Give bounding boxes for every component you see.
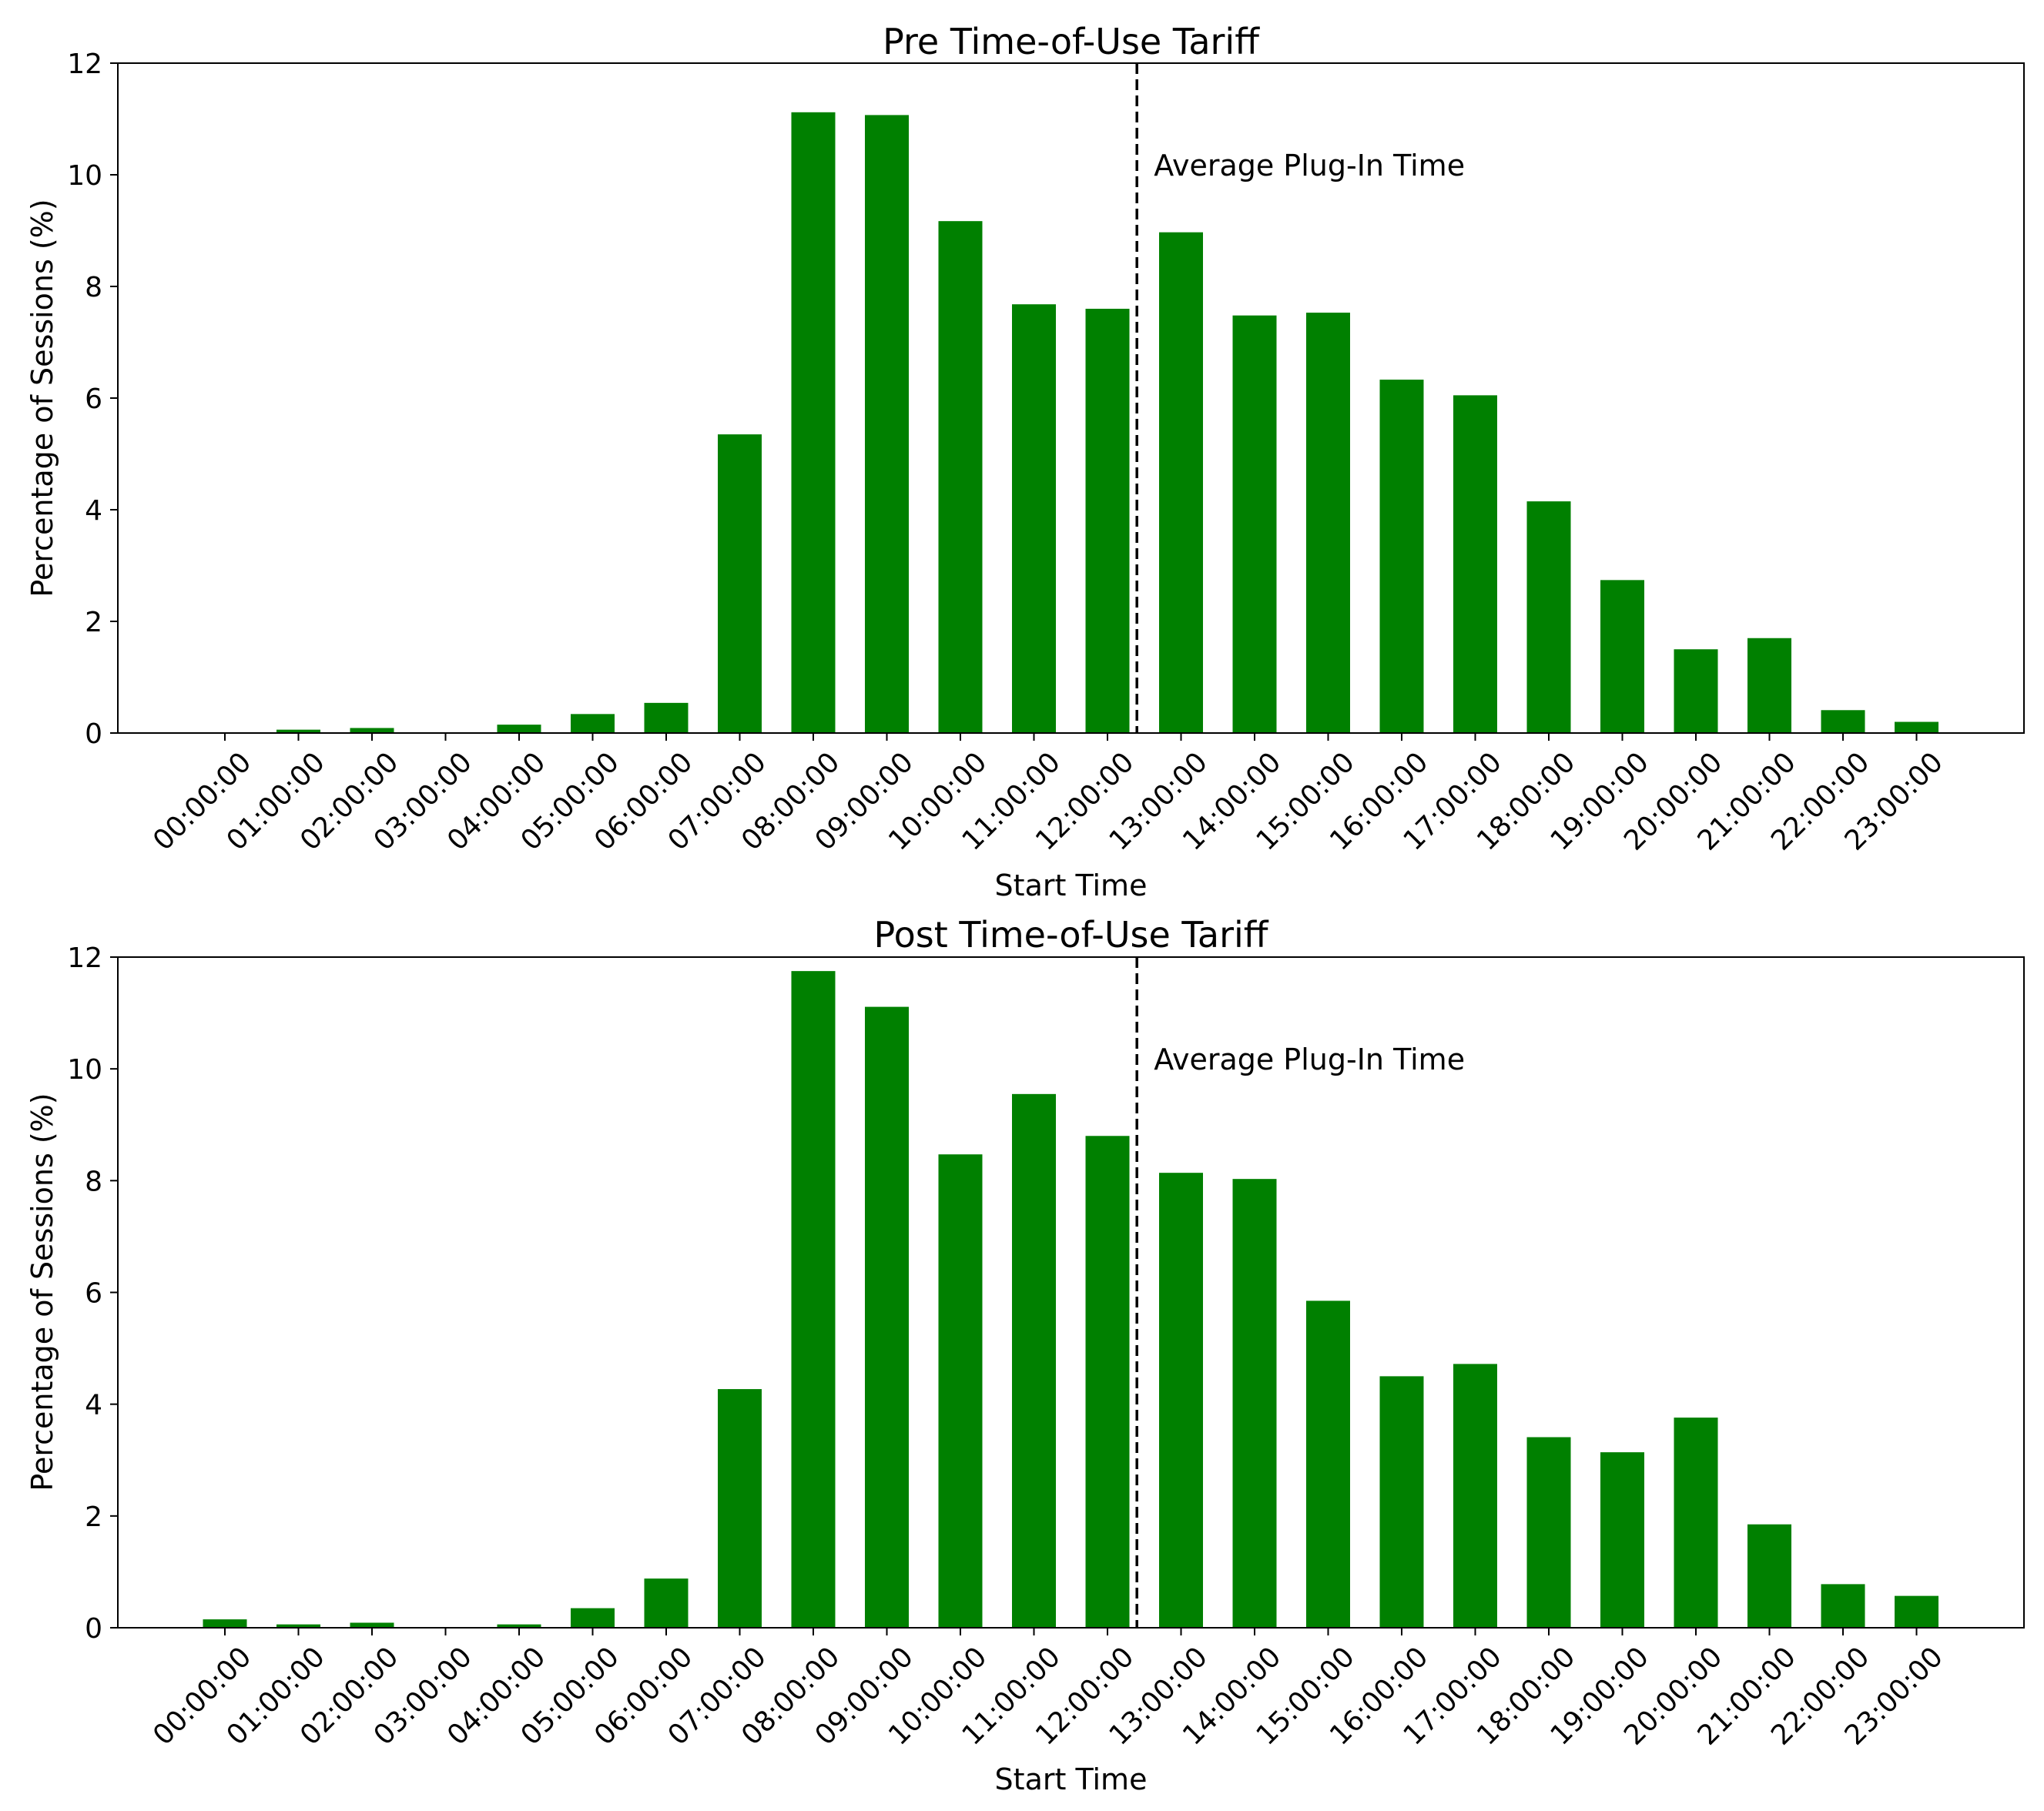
y-tick-label: 4 xyxy=(85,1390,102,1421)
y-tick-label: 2 xyxy=(85,607,102,638)
bar-04-00-00 xyxy=(497,725,541,733)
y-axis-label: Percentage of Sessions (%) xyxy=(25,199,59,597)
bar-18-00-00 xyxy=(1526,1437,1571,1628)
chart-title: Pre Time-of-Use Tariff xyxy=(883,21,1260,62)
y-tick-label: 8 xyxy=(85,272,102,303)
chart-title: Post Time-of-Use Tariff xyxy=(874,914,1269,956)
bar-05-00-00 xyxy=(571,1608,615,1628)
bar-05-00-00 xyxy=(571,714,615,733)
bar-14-00-00 xyxy=(1232,315,1277,733)
bar-13-00-00 xyxy=(1159,1173,1203,1628)
bar-23-00-00 xyxy=(1895,721,1938,733)
bar-15-00-00 xyxy=(1306,1301,1350,1628)
bar-19-00-00 xyxy=(1600,1452,1644,1628)
bar-07-00-00 xyxy=(718,434,762,733)
y-tick-label: 12 xyxy=(67,942,102,974)
y-tick-label: 12 xyxy=(67,49,102,80)
average-plug-in-label: Average Plug-In Time xyxy=(1154,149,1465,182)
y-tick-label: 6 xyxy=(85,1278,102,1310)
bar-09-00-00 xyxy=(865,115,909,734)
bar-16-00-00 xyxy=(1379,1376,1424,1628)
bar-10-00-00 xyxy=(938,221,983,733)
bar-11-00-00 xyxy=(1012,304,1056,733)
chart-pre-tariff: Pre Time-of-Use Tariff Average Plug-In Ti… xyxy=(25,21,2025,902)
bar-20-00-00 xyxy=(1674,1418,1718,1628)
bar-16-00-00 xyxy=(1379,380,1424,733)
bar-12-00-00 xyxy=(1085,1136,1130,1628)
bar-01-00-00 xyxy=(276,729,320,733)
x-axis-label: Start Time xyxy=(995,869,1148,902)
bar-07-00-00 xyxy=(718,1389,762,1628)
axes-frame xyxy=(117,956,2025,1629)
bar-02-00-00 xyxy=(350,1622,394,1628)
y-tick-label: 8 xyxy=(85,1166,102,1197)
y-axis-label: Percentage of Sessions (%) xyxy=(25,1093,59,1491)
bar-10-00-00 xyxy=(938,1154,983,1628)
bar-19-00-00 xyxy=(1600,580,1644,733)
bar-21-00-00 xyxy=(1747,638,1791,733)
y-tick-label: 4 xyxy=(85,495,102,527)
bar-09-00-00 xyxy=(865,1006,909,1628)
bar-02-00-00 xyxy=(350,728,394,733)
bar-21-00-00 xyxy=(1747,1524,1791,1628)
bar-08-00-00 xyxy=(791,112,836,734)
bar-06-00-00 xyxy=(644,702,689,733)
y-tick-label: 2 xyxy=(85,1501,102,1533)
bar-22-00-00 xyxy=(1821,710,1865,733)
bar-00-00-00 xyxy=(203,1619,247,1628)
x-axis-label: Start Time xyxy=(995,1762,1148,1796)
y-tick-label: 10 xyxy=(67,160,102,192)
bar-01-00-00 xyxy=(276,1624,320,1628)
y-tick-label: 10 xyxy=(67,1054,102,1086)
bar-23-00-00 xyxy=(1895,1595,1938,1628)
bar-15-00-00 xyxy=(1306,313,1350,733)
bar-13-00-00 xyxy=(1159,232,1203,733)
bar-20-00-00 xyxy=(1674,649,1718,733)
bar-14-00-00 xyxy=(1232,1179,1277,1628)
average-plug-in-label: Average Plug-In Time xyxy=(1154,1043,1465,1076)
y-tick-label: 0 xyxy=(85,1613,102,1645)
bar-12-00-00 xyxy=(1085,309,1130,733)
bar-18-00-00 xyxy=(1526,501,1571,733)
bar-04-00-00 xyxy=(497,1624,541,1628)
bar-06-00-00 xyxy=(644,1578,689,1628)
bar-08-00-00 xyxy=(791,971,836,1628)
chart-post-tariff: Post Time-of-Use Tariff Average Plug-In T… xyxy=(25,914,2025,1796)
bar-17-00-00 xyxy=(1453,1364,1497,1628)
y-tick-label: 6 xyxy=(85,383,102,415)
bar-17-00-00 xyxy=(1453,395,1497,733)
bar-11-00-00 xyxy=(1012,1093,1056,1628)
axes-frame xyxy=(117,62,2025,734)
y-tick-label: 0 xyxy=(85,718,102,750)
bar-22-00-00 xyxy=(1821,1584,1865,1628)
